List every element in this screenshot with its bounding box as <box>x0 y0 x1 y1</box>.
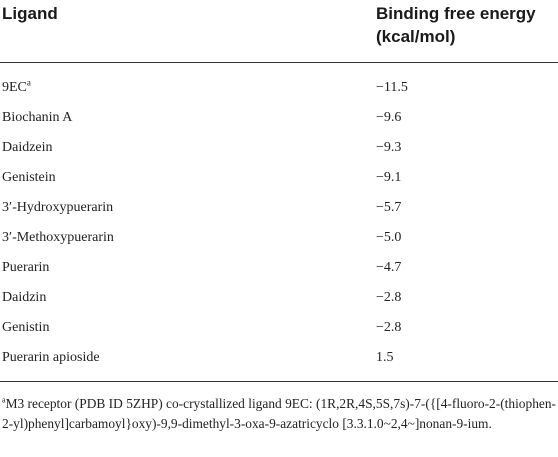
ligand-cell: Daidzein <box>2 140 53 155</box>
footnote-text: M3 receptor (PDB ID 5ZHP) co-crystallize… <box>2 396 556 431</box>
energy-cell: −2.8 <box>376 290 402 305</box>
header-binding-free-energy: Binding free energy (kcal/mol) <box>364 0 558 63</box>
table-row: Genistein −9.1 <box>0 163 558 193</box>
binding-energy-table-container: Ligand Binding free energy (kcal/mol) 9EC… <box>0 0 558 382</box>
table-row: Puerarin −4.7 <box>0 253 558 283</box>
ligand-cell: Genistein <box>2 170 56 185</box>
ligand-cell: Daidzin <box>2 290 47 305</box>
footnote-marker: a <box>2 395 6 405</box>
table-row: Genistin −2.8 <box>0 313 558 343</box>
ligand-cell: Puerarin apioside <box>2 350 100 365</box>
table-row: 9ECa −11.5 <box>0 63 558 104</box>
table-header-row: Ligand Binding free energy (kcal/mol) <box>0 0 558 63</box>
table-row: 3′-Hydroxypuerarin −5.7 <box>0 193 558 223</box>
energy-cell: −9.3 <box>376 140 402 155</box>
table-row: Biochanin A −9.6 <box>0 103 558 133</box>
energy-cell: −5.0 <box>376 230 402 245</box>
header-energy-unit: (kcal/mol) <box>376 27 456 46</box>
energy-cell: −5.7 <box>376 200 402 215</box>
ligand-cell: 3′-Methoxypuerarin <box>2 230 114 245</box>
ligand-cell: Puerarin <box>2 260 50 275</box>
energy-cell: −9.6 <box>376 110 402 125</box>
ligand-cell: Genistin <box>2 320 50 335</box>
table-row: Puerarin apioside 1.5 <box>0 343 558 382</box>
energy-cell: −2.8 <box>376 320 402 335</box>
header-ligand: Ligand <box>2 4 58 23</box>
energy-cell: 1.5 <box>376 350 394 365</box>
binding-energy-table: Ligand Binding free energy (kcal/mol) 9EC… <box>0 0 558 382</box>
ligand-name: 9EC <box>2 80 27 95</box>
table-row: Daidzin −2.8 <box>0 283 558 313</box>
energy-cell: −11.5 <box>376 80 408 95</box>
energy-cell: −9.1 <box>376 170 402 185</box>
ligand-cell: Biochanin A <box>2 110 73 125</box>
table-footnote: aM3 receptor (PDB ID 5ZHP) co-crystalliz… <box>2 394 556 434</box>
energy-cell: −4.7 <box>376 260 402 275</box>
table-row: 3′-Methoxypuerarin −5.0 <box>0 223 558 253</box>
footnote-marker: a <box>26 77 31 88</box>
ligand-cell: 9ECa <box>0 63 364 104</box>
header-energy-line1: Binding free energy <box>376 4 536 23</box>
table-row: Daidzein −9.3 <box>0 133 558 163</box>
ligand-cell: 3′-Hydroxypuerarin <box>2 200 114 215</box>
